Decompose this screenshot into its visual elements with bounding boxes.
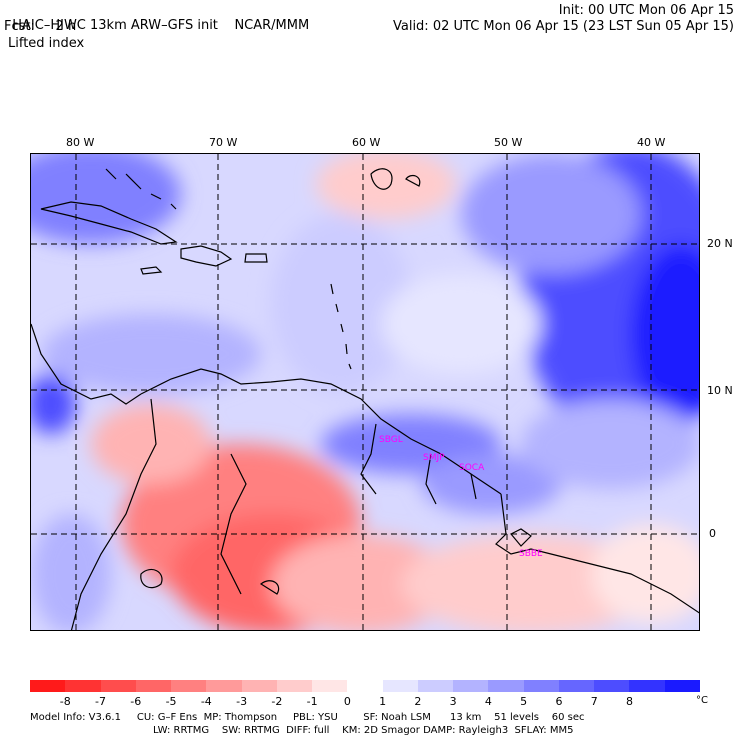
colorbar-tick-label: 6 — [555, 695, 563, 708]
lat-label-10n: 10 N — [707, 384, 733, 397]
model-info-line2: LW: RRTMG SW: RRTMG DIFF: full KM: 2D Sm… — [153, 725, 574, 736]
coastlines — [31, 168, 699, 630]
org-text: NCAR/MMM — [234, 18, 310, 33]
colorbar-tick-label: -5 — [165, 695, 177, 708]
lon-label-50w: 50 W — [494, 136, 523, 149]
colorbar-swatch — [347, 680, 384, 692]
colorbar-swatch — [276, 680, 313, 692]
colorbar-swatch — [30, 680, 66, 692]
colorbar-swatch — [488, 680, 525, 692]
colorbar-tick-label: 8 — [625, 695, 633, 708]
lat-lon-grid — [31, 154, 699, 630]
colorbar-tick-label: -8 — [59, 695, 71, 708]
colorbar-swatch — [453, 680, 489, 692]
colorbar-tick-label: -1 — [306, 695, 318, 708]
station-sbbe: SBBE — [519, 549, 543, 559]
colorbar-tick-label: -3 — [236, 695, 248, 708]
forecast-hour: Fcst: 2 h — [4, 19, 77, 34]
colorbar-swatch — [558, 680, 595, 692]
lon-label-40w: 40 W — [637, 136, 666, 149]
colorbar-swatch — [417, 680, 454, 692]
lon-label-80w: 80 W — [66, 136, 95, 149]
map-svg: SBGL SMJP SOCA SBBE — [31, 154, 699, 630]
lon-label-70w: 70 W — [209, 136, 238, 149]
station-soca: SOCA — [459, 463, 485, 473]
colorbar-tick-label: 2 — [414, 695, 422, 708]
model-info-line1: Model Info: V3.6.1 CU: G–F Ens MP: Thomp… — [30, 712, 585, 723]
colorbar-tick-label: 1 — [379, 695, 387, 708]
station-sbgl: SBGL — [379, 435, 403, 445]
colorbar — [30, 680, 701, 692]
colorbar-tick-label: -6 — [130, 695, 142, 708]
lat-label-20n: 20 N — [707, 237, 733, 250]
model-title-text: HAIC–HIWC 13km ARW–GFS init — [12, 18, 218, 33]
colorbar-tick-label: 0 — [343, 695, 351, 708]
variable-name: Lifted index — [8, 36, 85, 51]
colorbar-tick-label: 3 — [449, 695, 457, 708]
colorbar-tick-label: -2 — [271, 695, 283, 708]
colorbar-unit: °C — [696, 695, 708, 706]
lon-label-60w: 60 W — [352, 136, 381, 149]
colorbar-swatch — [664, 680, 701, 692]
init-time: Init: 00 UTC Mon 06 Apr 15 — [558, 3, 734, 18]
colorbar-swatch — [312, 680, 348, 692]
colorbar-swatch — [100, 680, 137, 692]
model-title: HAIC–HIWC 13km ARW–GFS init NCAR/MMM — [4, 3, 309, 33]
colorbar-swatch — [241, 680, 278, 692]
station-smjp: SMJP — [423, 453, 445, 463]
lat-label-0: 0 — [709, 527, 716, 540]
lifted-index-map: SBGL SMJP SOCA SBBE — [30, 153, 700, 631]
colorbar-swatch — [65, 680, 101, 692]
colorbar-tick-label: -7 — [95, 695, 106, 708]
valid-time: Valid: 02 UTC Mon 06 Apr 15 (23 LST Sun … — [392, 19, 734, 34]
colorbar-swatch — [594, 680, 630, 692]
colorbar-swatch — [206, 680, 243, 692]
colorbar-tick-label: 5 — [520, 695, 528, 708]
colorbar-swatch — [135, 680, 172, 692]
colorbar-tick-label: 4 — [484, 695, 492, 708]
stations: SBGL SMJP SOCA SBBE — [379, 435, 543, 559]
field-shading — [31, 154, 699, 630]
colorbar-swatch — [523, 680, 560, 692]
colorbar-tick-label: 7 — [590, 695, 598, 708]
colorbar-swatch — [171, 680, 207, 692]
colorbar-swatch — [382, 680, 419, 692]
colorbar-swatch — [629, 680, 666, 692]
colorbar-tick-label: -4 — [200, 695, 212, 708]
